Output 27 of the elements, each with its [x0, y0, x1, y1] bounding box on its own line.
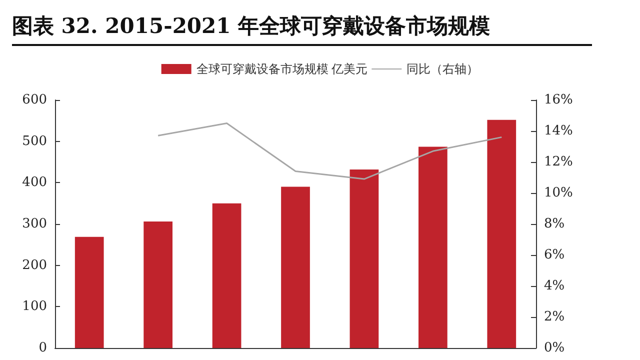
y2-tick-label: 6%: [544, 248, 565, 262]
bar: [350, 169, 379, 348]
y2-tick-label: 8%: [544, 216, 565, 232]
y2-tick-label: 2%: [544, 310, 565, 324]
y2-tick-label: 4%: [544, 278, 565, 294]
bar: [144, 222, 172, 348]
bar: [487, 120, 516, 348]
y2-tick-label: 10%: [544, 186, 573, 200]
y2-tick-label: 16%: [544, 92, 573, 108]
y-tick-label: 400: [22, 175, 47, 190]
y-tick-label: 200: [22, 258, 47, 273]
y-tick-label: 600: [22, 92, 47, 108]
y-tick-label: 100: [22, 299, 47, 314]
bar: [281, 186, 310, 348]
y-tick-label: 500: [22, 134, 47, 149]
legend-label: 全球可穿戴设备市场规模 亿美元: [196, 62, 368, 76]
bar: [212, 203, 242, 348]
bar: [418, 146, 448, 348]
legend-label: 同比（右轴）: [406, 62, 479, 76]
y2-tick-label: 0%: [544, 340, 565, 356]
line-series: [157, 122, 502, 180]
y2-tick-label: 14%: [544, 124, 573, 138]
y-tick-label: 300: [22, 216, 47, 232]
chart-title: 图表 32. 2015-2021 年全球可穿戴设备市场规模: [12, 12, 592, 46]
y2-tick-label: 12%: [544, 154, 573, 170]
y-tick-label: 0: [38, 340, 47, 356]
bar: [74, 236, 104, 348]
